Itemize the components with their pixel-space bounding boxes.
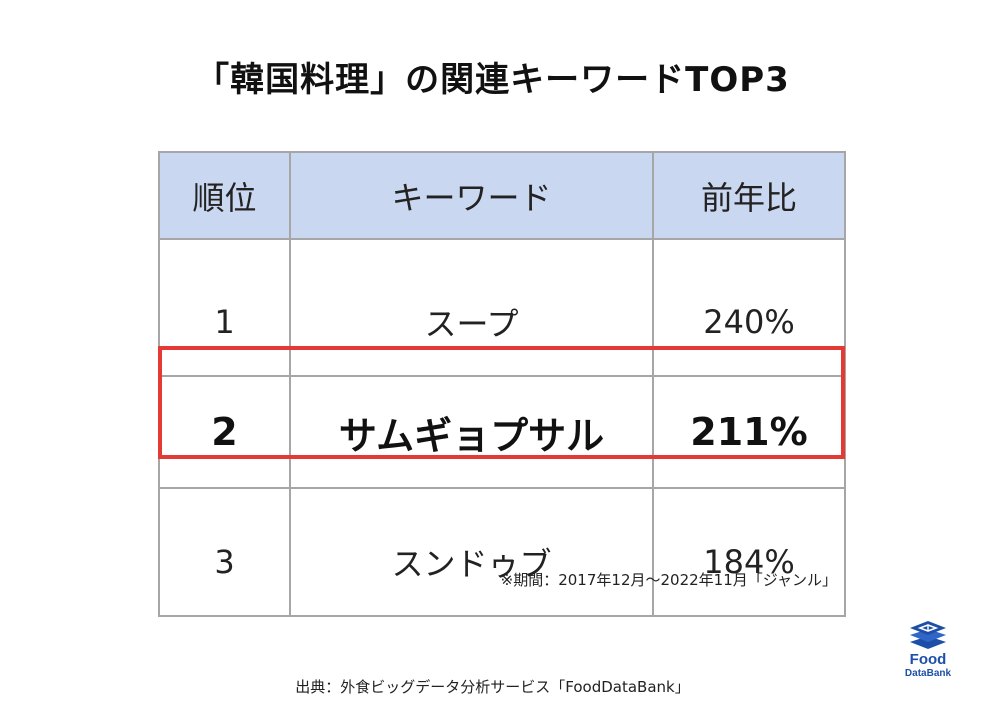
cell-keyword: サムギョプサル xyxy=(289,375,654,489)
table-row: 1 スープ 240% xyxy=(158,238,846,377)
cell-yoy: 240% xyxy=(652,238,846,377)
logo-line-1: Food xyxy=(909,651,947,668)
cell-keyword: スンドゥブ xyxy=(289,487,654,617)
fooddatabank-logo: Food DataBank xyxy=(893,620,963,690)
logo-line-2: DataBank xyxy=(904,668,952,679)
cell-yoy: 211% xyxy=(652,375,846,489)
ranking-table: 順位 キーワード 前年比 1 スープ 240% 2 サムギョプサル 211% 3… xyxy=(158,151,846,617)
cell-rank: 1 xyxy=(158,238,291,377)
cell-rank: 3 xyxy=(158,487,291,617)
header-rank: 順位 xyxy=(158,151,291,240)
period-note: ※期間：2017年12月〜2022年11月「ジャンル」 xyxy=(500,571,837,589)
cell-keyword: スープ xyxy=(289,238,654,377)
page-title: 「韓国料理」の関連キーワードTOP3 xyxy=(195,60,790,100)
ranking-table-container: 順位 キーワード 前年比 1 スープ 240% 2 サムギョプサル 211% 3… xyxy=(158,151,846,617)
header-keyword: キーワード xyxy=(289,151,654,240)
cell-rank: 2 xyxy=(158,375,291,489)
stacked-layers-icon xyxy=(893,620,963,650)
table-header-row: 順位 キーワード 前年比 xyxy=(158,151,846,240)
cell-yoy: 184% xyxy=(652,487,846,617)
table-row-highlighted: 2 サムギョプサル 211% xyxy=(158,375,846,489)
header-yoy: 前年比 xyxy=(652,151,846,240)
source-credit: 出典：外食ビッグデータ分析サービス「FoodDataBank」 xyxy=(295,678,690,696)
table-row: 3 スンドゥブ 184% xyxy=(158,487,846,617)
